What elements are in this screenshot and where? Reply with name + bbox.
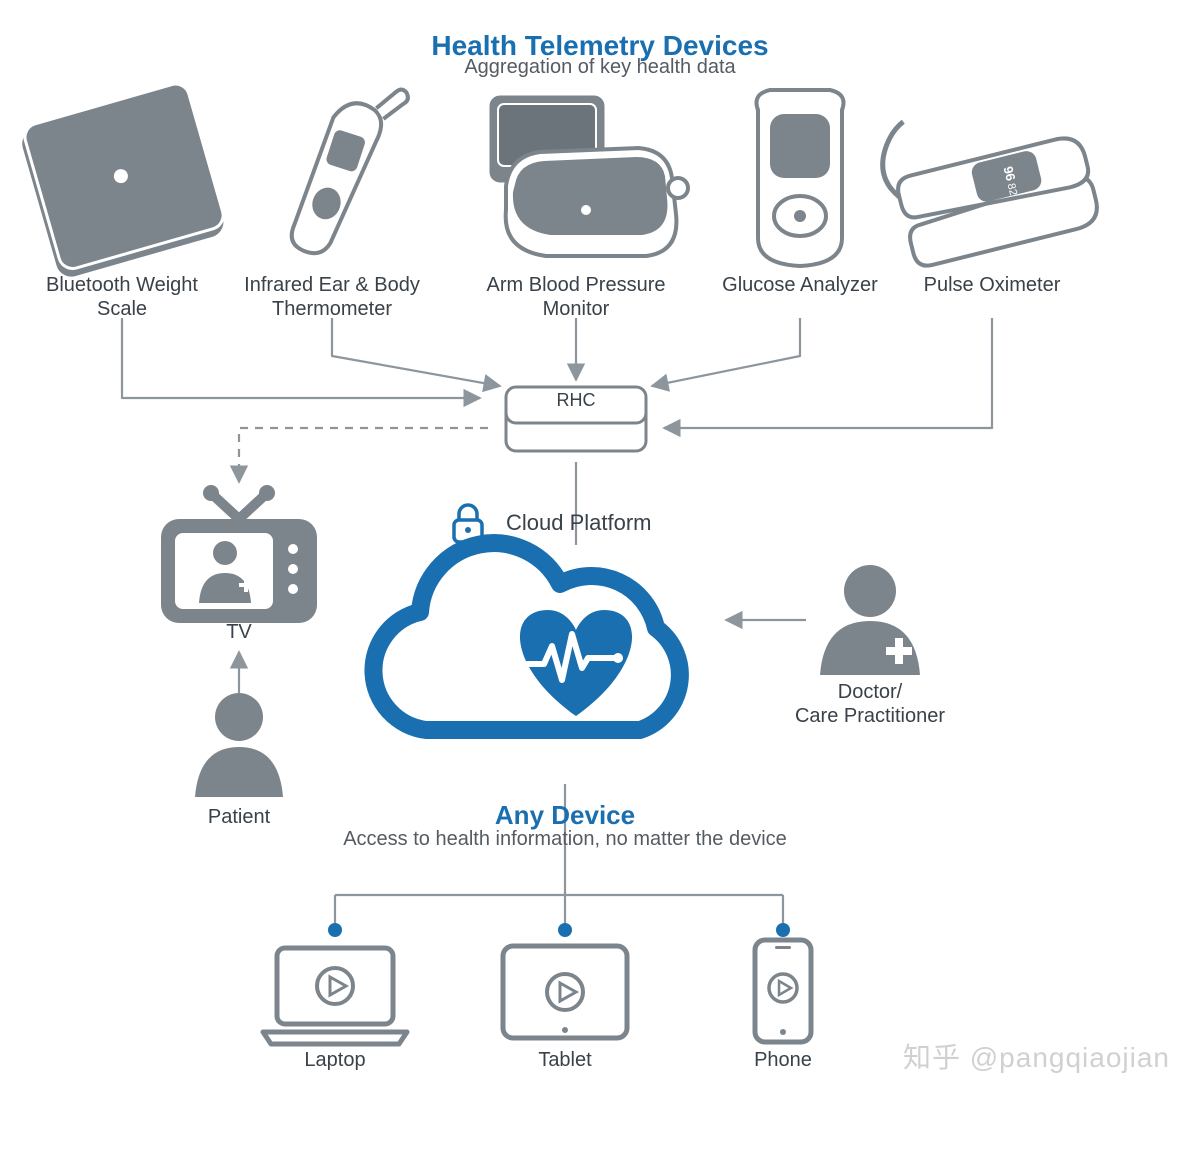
phone-icon	[755, 940, 811, 1042]
header-subtitle: Aggregation of key health data	[0, 56, 1200, 79]
output-label-phone: Phone	[713, 1048, 853, 1072]
diagram-stage: 9682	[0, 0, 1200, 1176]
cloud-label: Cloud Platform	[506, 510, 766, 536]
tv-icon	[161, 485, 317, 623]
tablet-icon	[503, 946, 627, 1038]
patient-icon	[195, 693, 283, 797]
oximeter-icon: 9682	[873, 81, 1102, 271]
glucose-icon	[757, 90, 844, 266]
device-label-bp: Arm Blood Pressure Monitor	[466, 273, 686, 321]
hub-label: RHC	[506, 390, 646, 412]
thermometer-icon	[287, 71, 410, 267]
device-label-glucose: Glucose Analyzer	[720, 273, 880, 297]
doctor-icon	[820, 565, 920, 675]
scale-icon	[19, 81, 228, 279]
device-label-oximeter: Pulse Oximeter	[912, 273, 1072, 297]
doctor-label: Doctor/ Care Practitioner	[760, 680, 980, 728]
tv-label: TV	[179, 620, 299, 644]
anydevice-subtitle: Access to health information, no matter …	[0, 828, 1130, 851]
bp-icon	[488, 94, 688, 256]
laptop-icon	[263, 948, 407, 1044]
output-label-tablet: Tablet	[495, 1048, 635, 1072]
output-label-laptop: Laptop	[265, 1048, 405, 1072]
device-label-scale: Bluetooth Weight Scale	[22, 273, 222, 321]
anydevice-title: Any Device	[0, 800, 1130, 831]
device-label-thermometer: Infrared Ear & Body Thermometer	[222, 273, 442, 321]
cloud-icon	[373, 543, 679, 730]
